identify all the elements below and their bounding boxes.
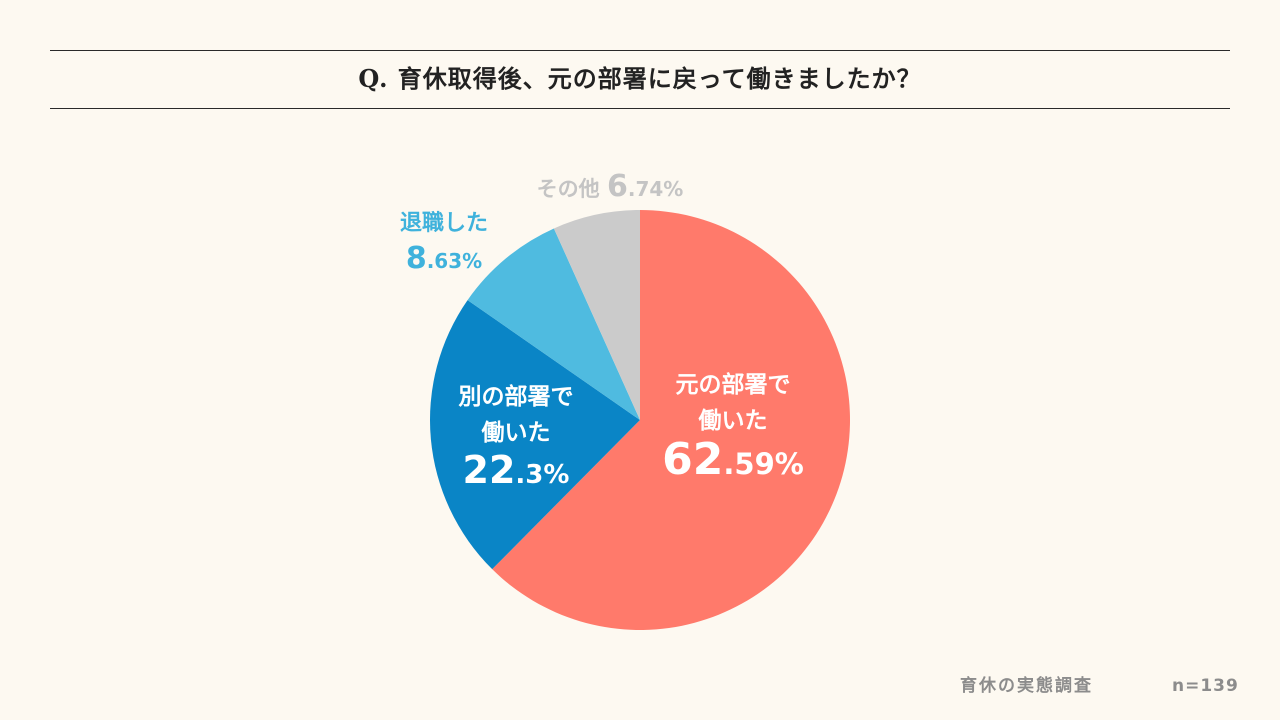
sample-size: n=139 (1172, 676, 1239, 696)
data-label-other: その他 6.74% (537, 169, 684, 204)
header-top-rule (50, 50, 1230, 51)
slice-name-resigned-line-1: 退職した (400, 210, 488, 236)
pie-slice-same (492, 210, 851, 630)
slice-name-other_dept-line-1: 別の部署で (459, 383, 574, 410)
slice-name-other: その他 (537, 177, 607, 201)
slice-name-other_dept-line-2: 働いた (481, 420, 551, 446)
survey-source: 育休の実態調査 (960, 676, 1093, 696)
data-label-resigned: 8.63% (406, 241, 482, 276)
pie-slice-other_dept (430, 300, 640, 570)
pie-slice-other (553, 210, 640, 420)
pie-slice-resigned (467, 228, 640, 420)
slice-name-same-line-2: 働いた (698, 408, 768, 434)
pct-main-other: 6 (607, 169, 628, 204)
data-label-other_dept: 22.3% (463, 448, 570, 492)
pct-sub-resigned: .63% (427, 249, 482, 273)
header-bottom-rule (50, 108, 1230, 109)
pct-sub-other_dept: .3% (515, 460, 569, 490)
chart-title: Q. 育休取得後、元の部署に戻って働きましたか？ (358, 64, 922, 93)
pct-sub-same: .59% (723, 447, 803, 481)
data-label-same: 62.59% (662, 434, 804, 485)
slice-name-same-line-1: 元の部署で (676, 371, 791, 398)
pct-main-other_dept: 22 (463, 448, 516, 492)
pct-sub-other: .74% (628, 177, 683, 201)
pct-main-resigned: 8 (406, 241, 427, 276)
pct-main-same: 62 (662, 434, 723, 485)
